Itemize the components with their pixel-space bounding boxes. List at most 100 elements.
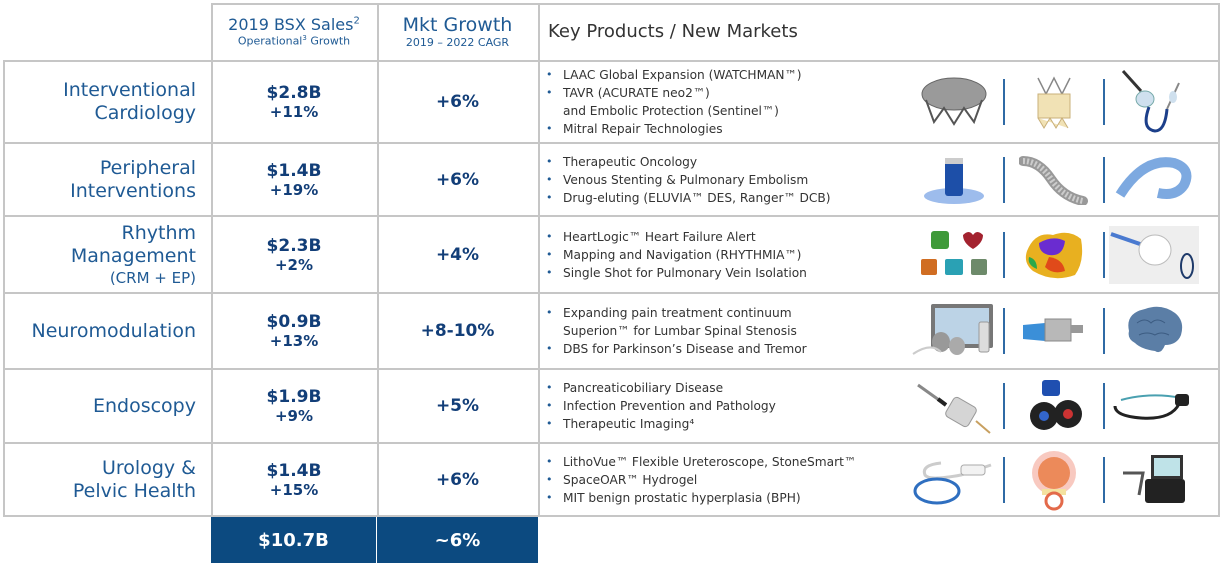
bullet-icon: • <box>546 381 553 394</box>
product-bullet: • LAAC Global Expansion (WATCHMAN™) <box>546 66 906 84</box>
product-images <box>905 370 1217 442</box>
product-bullet: • Drug-eluting (ELUVIA™ DES, Ranger™ DCB) <box>546 189 906 207</box>
header-mkt: Mkt Growth 2019 – 2022 CAGR <box>377 3 538 60</box>
market-growth-value: +6% <box>435 169 480 190</box>
product-list: • Pancreaticobiliary Disease • Infection Pr… <box>546 370 906 442</box>
product-bullet: • HeartLogic™ Heart Failure Alert <box>546 228 906 246</box>
market-growth-cell: +6% <box>377 444 538 515</box>
product-text: LithoVue™ Flexible Ureteroscope, StoneSm… <box>563 454 857 469</box>
segment-name-line: Rhythm <box>121 221 197 244</box>
header-top-border <box>211 3 1220 5</box>
product-bullet: • TAVR (ACURATE neo2™) and Embolic Protect… <box>546 84 906 120</box>
bullet-icon: • <box>546 247 553 261</box>
bullet-icon: • <box>546 122 553 135</box>
segment-label: Endoscopy <box>3 370 211 442</box>
product-text-continued: Superion™ for Lumbar Spinal Stenosis <box>563 324 797 338</box>
market-growth-value: +6% <box>435 469 480 490</box>
product-bullet: • Venous Stenting & Pulmonary Embolism <box>546 171 906 189</box>
product-text: Expanding pain treatment continuum <box>563 306 792 320</box>
product-list: • HeartLogic™ Heart Failure Alert • Mapping… <box>546 217 906 292</box>
bullet-icon: • <box>546 490 553 504</box>
product-list: • LithoVue™ Flexible Ureteroscope, StoneS… <box>546 444 906 515</box>
segment-label: Interventional Cardiology <box>3 62 211 142</box>
sales-growth: +15% <box>269 480 319 499</box>
segment-label: Rhythm Management (CRM + EP) <box>3 217 211 292</box>
product-bullet: • LithoVue™ Flexible Ureteroscope, StoneS… <box>546 453 906 471</box>
col-divider <box>1218 3 1220 517</box>
venous-stent-icon <box>1005 150 1103 210</box>
product-text: Therapeutic Oncology <box>563 154 698 169</box>
market-growth-cell: +6% <box>377 62 538 142</box>
sales-value: $1.4B <box>266 160 322 181</box>
product-text: SpaceOAR™ Hydrogel <box>563 472 698 487</box>
image-separator <box>1003 79 1005 125</box>
product-images <box>905 444 1217 515</box>
segment-name-line: Neuromodulation <box>31 319 196 342</box>
product-bullet: • Mapping and Navigation (RHYTHMIA™) <box>546 246 906 264</box>
segment-sub: (CRM + EP) <box>109 268 196 287</box>
header-mkt-sub: 2019 – 2022 CAGR <box>405 36 510 49</box>
product-list: • Therapeutic Oncology • Venous Stenting & … <box>546 144 906 215</box>
sales-value: $0.9B <box>266 312 322 332</box>
row-divider <box>3 60 1220 62</box>
image-separator <box>1103 456 1105 503</box>
total-sales: $10.7B <box>211 517 377 563</box>
col-divider <box>538 3 540 517</box>
market-growth-cell: +4% <box>377 217 538 292</box>
product-bullet: • Expanding pain treatment continuum Super… <box>546 304 906 340</box>
image-separator <box>1103 79 1105 125</box>
product-text: Therapeutic Imaging⁴ <box>563 417 695 431</box>
product-list: • LAAC Global Expansion (WATCHMAN™) • TAVR … <box>546 62 906 142</box>
bullet-icon: • <box>546 454 553 468</box>
product-text: DBS for Parkinson’s Disease and Tremor <box>563 342 807 356</box>
sales-growth: +9% <box>274 407 314 425</box>
total-market-value: ~6% <box>434 529 481 551</box>
bullet-icon: • <box>546 472 553 486</box>
endoscope-valve-icon <box>1005 376 1103 436</box>
col-divider <box>3 60 5 517</box>
product-images <box>905 294 1217 368</box>
prostate-hydrogel-icon <box>1005 450 1103 510</box>
watchman-device-icon <box>905 72 1003 132</box>
sales-value: $1.9B <box>266 387 322 407</box>
row-divider <box>3 292 1220 294</box>
sales-growth: +11% <box>269 103 319 121</box>
market-growth-cell: +8-10% <box>377 294 538 368</box>
bullet-icon: • <box>546 306 553 319</box>
header-mkt-title: Mkt Growth <box>402 14 513 36</box>
image-separator <box>1003 308 1005 354</box>
product-bullet: • SpaceOAR™ Hydrogel <box>546 471 906 489</box>
product-bullet: • Single Shot for Pulmonary Vein Isolatio… <box>546 264 906 282</box>
product-bullet: • DBS for Parkinson’s Disease and Tremor <box>546 340 906 358</box>
drug-eluting-stent-icon <box>1105 150 1203 210</box>
segment-name-line: Interventional <box>63 79 196 101</box>
image-separator <box>1103 383 1105 429</box>
row-divider <box>3 142 1220 144</box>
bullet-icon: • <box>546 229 553 243</box>
product-list: • Expanding pain treatment continuum Super… <box>546 294 906 368</box>
product-text: TAVR (ACURATE neo2™) <box>563 86 710 100</box>
sales-value: $2.3B <box>266 235 322 256</box>
stonesmart-console-icon <box>1105 450 1203 510</box>
bullet-icon: • <box>546 399 553 412</box>
bullet-icon: • <box>546 86 553 99</box>
oncology-vial-icon <box>905 150 1003 210</box>
header-sales-sub: Operational <box>237 34 303 48</box>
row-divider <box>3 215 1220 217</box>
segment-label: Neuromodulation <box>3 294 211 368</box>
sales-value: $1.4B <box>266 460 322 481</box>
sales-cell: $2.3B +2% <box>211 217 377 292</box>
biliary-stent-icon <box>905 376 1003 436</box>
header-sales-title: 2019 BSX Sales <box>228 15 354 35</box>
endoscope-icon <box>1105 376 1203 436</box>
segment-name-line: Cardiology <box>94 102 196 124</box>
bullet-icon: • <box>546 190 553 204</box>
market-growth-value: +4% <box>435 244 480 265</box>
header-sales: 2019 BSX Sales2 Operational3 Growth <box>211 3 377 60</box>
market-growth-value: +6% <box>435 92 480 112</box>
image-separator <box>1003 156 1005 203</box>
heartlogic-icons <box>905 225 1003 285</box>
product-images <box>905 144 1217 215</box>
brain-icon <box>1105 301 1203 361</box>
market-growth-cell: +6% <box>377 144 538 215</box>
